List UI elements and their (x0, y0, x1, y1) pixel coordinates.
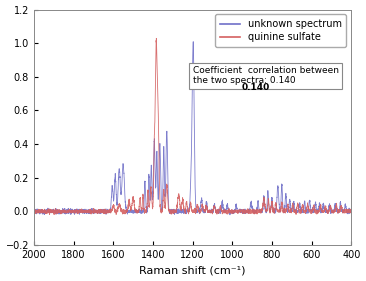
Text: 0.140: 0.140 (242, 83, 270, 92)
Legend: unknown spectrum, quinine sulfate: unknown spectrum, quinine sulfate (216, 14, 346, 47)
Text: Coefficient  correlation between
the two spectra: 0.140: Coefficient correlation between the two … (193, 66, 339, 85)
X-axis label: Raman shift (cm⁻¹): Raman shift (cm⁻¹) (139, 266, 246, 275)
